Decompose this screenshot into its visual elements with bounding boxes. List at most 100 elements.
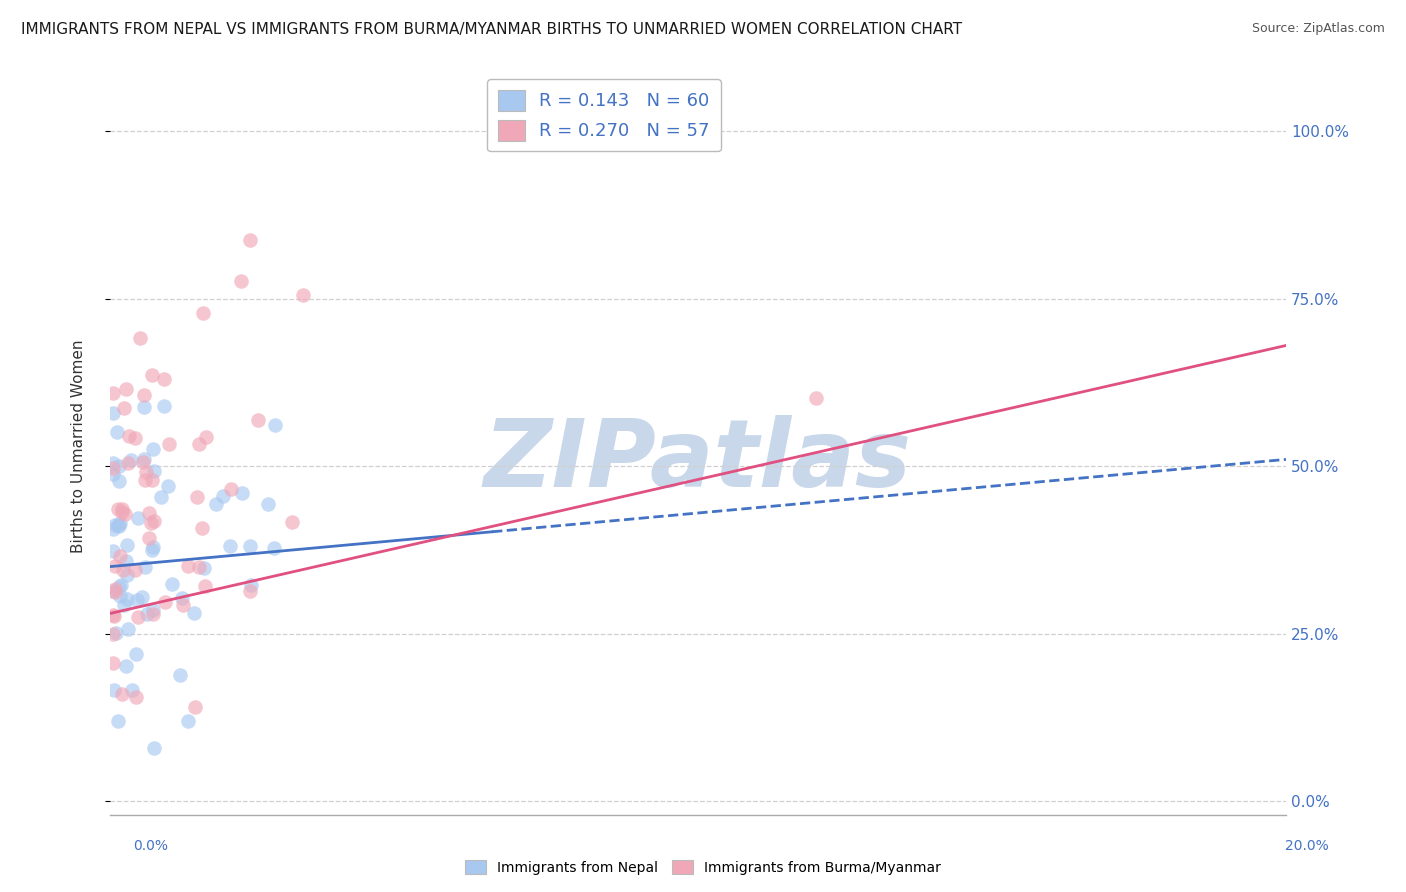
- Text: Source: ZipAtlas.com: Source: ZipAtlas.com: [1251, 22, 1385, 36]
- Point: [124, 563, 146, 577]
- Point: [103, 682, 125, 697]
- Point: [108, 589, 131, 603]
- Point: [101, 583, 124, 598]
- Point: [115, 592, 138, 607]
- Point: [143, 464, 166, 478]
- Point: [127, 592, 149, 607]
- Point: [160, 577, 183, 591]
- Point: [263, 417, 285, 432]
- Point: [186, 490, 208, 504]
- Point: [153, 595, 176, 609]
- Point: [115, 568, 138, 582]
- Point: [101, 385, 124, 400]
- Point: [134, 387, 156, 401]
- Point: [117, 456, 139, 470]
- Point: [141, 516, 163, 531]
- Point: [125, 648, 148, 662]
- Point: [127, 610, 149, 624]
- Point: [110, 516, 132, 530]
- Point: [104, 518, 127, 533]
- Point: [107, 518, 129, 533]
- Point: [115, 659, 138, 673]
- Point: [169, 668, 191, 682]
- Point: [194, 579, 217, 593]
- Text: IMMIGRANTS FROM NEPAL VS IMMIGRANTS FROM BURMA/MYANMAR BIRTHS TO UNMARRIED WOMEN: IMMIGRANTS FROM NEPAL VS IMMIGRANTS FROM…: [21, 22, 962, 37]
- Point: [128, 510, 150, 524]
- Point: [239, 583, 262, 598]
- Point: [101, 467, 124, 481]
- Point: [111, 687, 134, 701]
- Point: [142, 603, 165, 617]
- Point: [263, 541, 285, 555]
- Point: [211, 489, 233, 503]
- Point: [125, 690, 148, 704]
- Point: [115, 554, 138, 568]
- Point: [101, 543, 124, 558]
- Point: [172, 598, 194, 612]
- Point: [101, 522, 124, 536]
- Point: [107, 502, 129, 516]
- Point: [229, 275, 252, 289]
- Point: [117, 538, 139, 552]
- Point: [136, 607, 159, 621]
- Point: [187, 437, 209, 451]
- Point: [112, 598, 135, 612]
- Point: [107, 474, 129, 488]
- Point: [239, 539, 262, 553]
- Point: [121, 683, 143, 698]
- Point: [176, 714, 198, 729]
- Point: [157, 436, 180, 450]
- Point: [218, 539, 240, 553]
- Legend: Immigrants from Nepal, Immigrants from Burma/Myanmar: Immigrants from Nepal, Immigrants from B…: [460, 855, 946, 880]
- Point: [112, 401, 135, 415]
- Point: [141, 473, 163, 487]
- Point: [108, 549, 131, 563]
- Point: [156, 479, 179, 493]
- Point: [195, 430, 218, 444]
- Point: [141, 543, 163, 558]
- Point: [108, 459, 131, 474]
- Point: [104, 585, 127, 599]
- Point: [132, 455, 155, 469]
- Point: [176, 558, 198, 573]
- Point: [219, 482, 242, 496]
- Point: [132, 400, 155, 414]
- Point: [110, 578, 132, 592]
- Point: [134, 559, 156, 574]
- Point: [104, 582, 127, 596]
- Point: [111, 505, 134, 519]
- Point: [239, 233, 262, 247]
- Point: [124, 431, 146, 445]
- Point: [107, 714, 129, 728]
- Point: [142, 607, 165, 621]
- Point: [117, 429, 139, 443]
- Text: 0.0%: 0.0%: [134, 838, 169, 853]
- Point: [281, 515, 304, 529]
- Text: ZIPatlas: ZIPatlas: [484, 415, 912, 507]
- Point: [193, 560, 215, 574]
- Point: [112, 563, 135, 577]
- Point: [101, 461, 124, 475]
- Point: [142, 540, 165, 554]
- Point: [143, 514, 166, 528]
- Point: [115, 382, 138, 396]
- Point: [111, 502, 134, 516]
- Point: [101, 608, 124, 623]
- Point: [131, 590, 153, 604]
- Point: [149, 490, 172, 504]
- Point: [120, 453, 142, 467]
- Point: [231, 486, 253, 500]
- Point: [101, 656, 124, 670]
- Point: [141, 368, 163, 382]
- Point: [153, 400, 176, 414]
- Point: [114, 507, 136, 521]
- Point: [134, 452, 156, 467]
- Point: [184, 700, 207, 714]
- Point: [153, 372, 176, 386]
- Point: [291, 288, 314, 302]
- Point: [240, 578, 263, 592]
- Point: [204, 497, 226, 511]
- Point: [101, 456, 124, 470]
- Point: [188, 559, 211, 574]
- Point: [105, 425, 128, 439]
